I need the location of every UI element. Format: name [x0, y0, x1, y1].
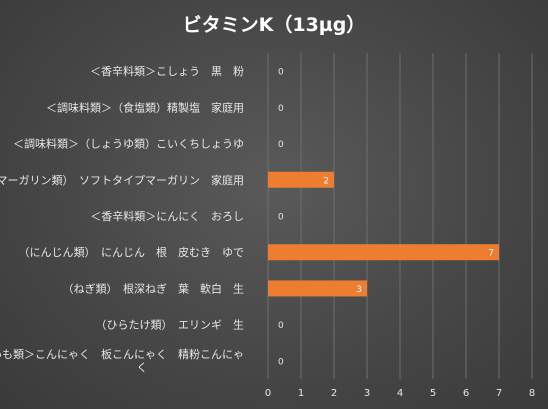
x-tick-label: 4	[397, 388, 403, 399]
data-label: 2	[323, 176, 329, 186]
x-tick-label: 1	[298, 388, 304, 399]
x-tick-labels: 0 1 2 3 4 5 6 7 8	[265, 388, 535, 399]
x-tick-label: 6	[463, 388, 469, 399]
data-label: 0	[278, 140, 284, 150]
x-tick-label: 3	[364, 388, 370, 399]
category-label: ＜調味料類＞（食塩類）精製塩 家庭用	[46, 100, 244, 114]
category-label: （マーガリン類） ソフトタイプマーガリン 家庭用	[0, 173, 244, 187]
chart-title: ビタミンK（13µg）	[183, 13, 366, 36]
data-label: 0	[278, 213, 284, 223]
bar	[268, 171, 334, 188]
category-label: （にんじん類） にんじん 根 皮むき ゆで	[19, 245, 245, 259]
category-label: ＜調味料類＞（しょうゆ類）こいくちしょうゆ	[13, 137, 244, 151]
category-label: （ひらたけ類） エリンギ 生	[96, 318, 245, 332]
data-label: 0	[278, 104, 284, 114]
category-label: （ねぎ類） 根深ねぎ 葉 軟白 生	[63, 281, 245, 295]
x-tick-label: 5	[430, 388, 436, 399]
bar	[268, 244, 499, 261]
data-label: 0	[278, 68, 284, 78]
data-label: 0	[278, 321, 284, 331]
x-tick-label: 8	[529, 388, 535, 399]
x-tick-label: 0	[265, 388, 271, 399]
gridlines	[267, 53, 533, 379]
bar	[268, 280, 367, 297]
value-labels: 0 0 0 2 0 7 3 0 0	[278, 68, 494, 368]
category-label: ＜いも類＞こんにゃく 板こんにゃく 精粉こんにゃく	[0, 347, 244, 374]
category-label: ＜香辛料類＞こしょう 黒 粉	[90, 64, 244, 78]
category-labels: ＜香辛料類＞こしょう 黒 粉 ＜調味料類＞（食塩類）精製塩 家庭用 ＜調味料類＞（し…	[0, 64, 244, 374]
data-label: 0	[278, 357, 284, 367]
data-label: 7	[488, 249, 494, 259]
category-label: ＜香辛料類＞にんにく おろし	[90, 209, 244, 223]
bars	[268, 171, 499, 297]
data-label: 3	[356, 285, 362, 295]
x-tick-label: 2	[331, 388, 337, 399]
x-tick-label: 7	[496, 388, 502, 399]
